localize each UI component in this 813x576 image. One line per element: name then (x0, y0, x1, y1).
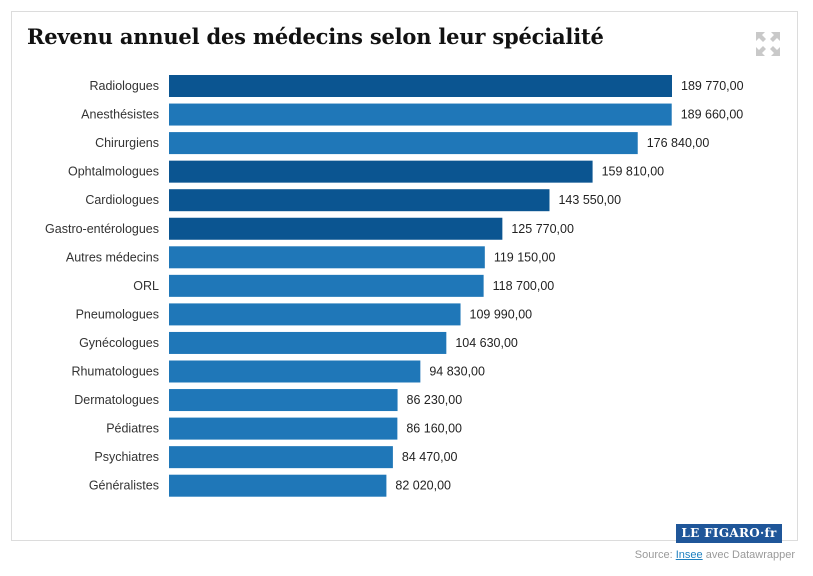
category-label: Pédiatres (106, 422, 159, 436)
value-label: 176 840,00 (647, 136, 710, 150)
chart-title: Revenu annuel des médecins selon leur sp… (27, 24, 604, 49)
category-label: Radiologues (90, 79, 160, 93)
value-label: 104 630,00 (455, 336, 518, 350)
expand-arrows-icon[interactable] (755, 31, 781, 57)
bar[interactable] (169, 360, 421, 383)
category-label: Rhumatologues (71, 365, 159, 379)
bar[interactable] (169, 246, 485, 269)
category-label: Anesthésistes (81, 108, 159, 122)
value-label: 86 230,00 (407, 393, 463, 407)
category-label: Généralistes (89, 479, 159, 493)
bar[interactable] (169, 389, 398, 412)
value-label: 86 160,00 (406, 422, 462, 436)
category-label: Psychiatres (94, 450, 159, 464)
category-label: Pneumologues (76, 307, 159, 321)
bar[interactable] (169, 189, 550, 212)
value-label: 118 700,00 (493, 279, 555, 293)
bar[interactable] (169, 303, 461, 326)
category-label: Gastro-entérologues (45, 222, 159, 236)
bar[interactable] (169, 75, 672, 97)
value-label: 143 550,00 (558, 193, 621, 207)
value-label: 82 020,00 (395, 479, 451, 493)
bar[interactable] (169, 417, 398, 440)
value-label: 125 770,00 (511, 222, 574, 236)
value-label: 159 810,00 (602, 165, 665, 179)
bar[interactable] (169, 217, 503, 240)
category-label: Chirurgiens (95, 136, 159, 150)
source-suffix: avec Datawrapper (705, 549, 795, 561)
category-label: Cardiologues (85, 193, 159, 207)
bar[interactable] (169, 103, 672, 126)
value-label: 189 770,00 (681, 79, 744, 93)
bar[interactable] (169, 474, 387, 497)
value-label: 94 830,00 (429, 365, 485, 379)
bar-chart: Radiologues 189 770,00 Anesthésistes 189 66… (45, 75, 744, 497)
category-label: Gynécologues (79, 336, 159, 350)
category-label: Ophtalmologues (68, 165, 159, 179)
le-figaro-logo: LE FIGARO·fr (676, 524, 782, 543)
category-label: ORL (133, 279, 159, 293)
value-label: 189 660,00 (681, 108, 744, 122)
bar[interactable] (169, 160, 593, 183)
value-label: 84 470,00 (402, 450, 458, 464)
source-line: Source: Insee avec Datawrapper (635, 549, 795, 561)
bar[interactable] (169, 446, 393, 469)
source-link[interactable]: Insee (675, 549, 703, 561)
bar[interactable] (169, 274, 484, 297)
category-label: Autres médecins (66, 250, 159, 264)
bar[interactable] (169, 331, 447, 354)
value-label: 109 990,00 (470, 307, 533, 321)
chart-frame: Revenu annuel des médecins selon leur sp… (11, 11, 798, 543)
category-label: Dermatologues (74, 393, 159, 407)
bar[interactable] (169, 132, 638, 155)
value-label: 119 150,00 (494, 250, 556, 264)
source-prefix: Source: (634, 549, 673, 561)
